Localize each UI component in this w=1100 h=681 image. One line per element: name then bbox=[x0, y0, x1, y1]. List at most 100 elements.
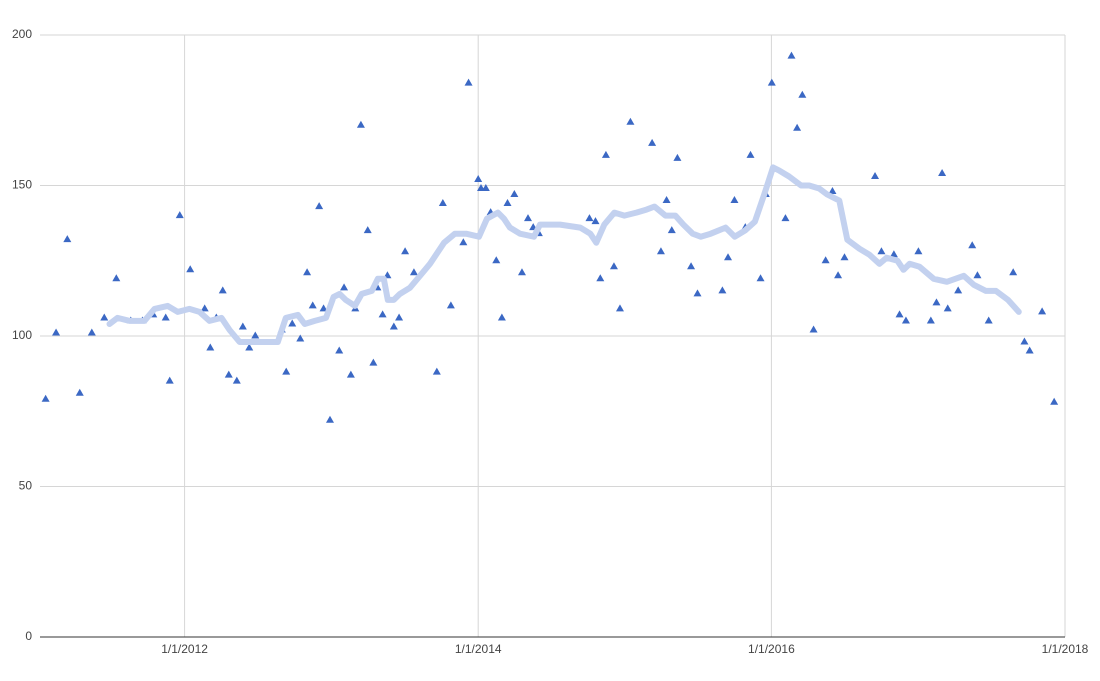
data-point bbox=[871, 171, 880, 179]
data-point bbox=[787, 51, 796, 59]
data-point bbox=[303, 268, 312, 276]
data-point bbox=[218, 286, 227, 294]
data-point bbox=[667, 226, 676, 234]
data-point bbox=[781, 214, 790, 222]
data-point bbox=[41, 394, 50, 402]
data-point bbox=[840, 253, 849, 261]
data-point bbox=[1025, 346, 1034, 354]
data-point bbox=[232, 376, 241, 384]
data-point bbox=[591, 217, 600, 225]
y-tick-label: 100 bbox=[12, 328, 32, 342]
y-tick-label: 0 bbox=[25, 629, 32, 643]
data-point bbox=[793, 123, 802, 131]
data-point bbox=[984, 316, 993, 324]
data-point bbox=[325, 415, 334, 423]
data-point bbox=[335, 346, 344, 354]
data-point bbox=[282, 367, 291, 375]
data-point bbox=[401, 247, 410, 255]
data-point bbox=[973, 271, 982, 279]
data-point bbox=[943, 304, 952, 312]
data-point bbox=[809, 325, 818, 333]
data-point bbox=[492, 256, 501, 264]
data-point bbox=[464, 78, 473, 86]
data-point bbox=[369, 358, 378, 366]
data-point bbox=[1050, 397, 1059, 405]
data-point bbox=[378, 310, 387, 318]
data-point bbox=[901, 316, 910, 324]
data-point bbox=[308, 301, 317, 309]
data-point bbox=[446, 301, 455, 309]
data-point bbox=[746, 150, 755, 158]
y-tick-label: 150 bbox=[12, 178, 32, 192]
x-tick-label: 1/1/2014 bbox=[455, 642, 502, 656]
data-point bbox=[523, 214, 532, 222]
data-point bbox=[673, 153, 682, 161]
data-point bbox=[251, 331, 260, 339]
data-point bbox=[206, 343, 215, 351]
data-point bbox=[363, 226, 372, 234]
data-point bbox=[609, 262, 618, 270]
data-point bbox=[315, 202, 324, 210]
data-point bbox=[200, 304, 209, 312]
data-point bbox=[52, 328, 61, 336]
data-point bbox=[1020, 337, 1029, 345]
data-point bbox=[938, 168, 947, 176]
data-point bbox=[63, 235, 72, 243]
data-point bbox=[432, 367, 441, 375]
data-point bbox=[601, 150, 610, 158]
data-point bbox=[438, 199, 447, 207]
data-point bbox=[175, 211, 184, 219]
data-point bbox=[724, 253, 733, 261]
data-point bbox=[889, 250, 898, 258]
data-point bbox=[1038, 307, 1047, 315]
data-point bbox=[656, 247, 665, 255]
data-point bbox=[481, 184, 490, 192]
data-point bbox=[834, 271, 843, 279]
data-point bbox=[346, 370, 355, 378]
data-point bbox=[245, 343, 254, 351]
data-point bbox=[319, 304, 328, 312]
data-point bbox=[687, 262, 696, 270]
y-tick-label: 50 bbox=[19, 479, 33, 493]
data-point bbox=[954, 286, 963, 294]
data-point bbox=[828, 187, 837, 195]
data-point bbox=[112, 274, 121, 282]
data-point bbox=[356, 120, 365, 128]
data-point bbox=[1009, 268, 1018, 276]
data-point bbox=[821, 256, 830, 264]
data-point bbox=[459, 238, 468, 246]
data-point bbox=[340, 283, 349, 291]
data-point bbox=[693, 289, 702, 297]
data-point bbox=[756, 274, 765, 282]
data-point bbox=[100, 313, 109, 321]
data-point bbox=[517, 268, 526, 276]
data-point bbox=[296, 334, 305, 342]
data-point bbox=[730, 196, 739, 204]
y-tick-label: 200 bbox=[12, 27, 32, 41]
data-point bbox=[926, 316, 935, 324]
data-point bbox=[409, 268, 418, 276]
data-point bbox=[395, 313, 404, 321]
data-point bbox=[914, 247, 923, 255]
data-point bbox=[596, 274, 605, 282]
data-point bbox=[877, 247, 886, 255]
data-point bbox=[224, 370, 233, 378]
data-point bbox=[238, 322, 247, 330]
data-point bbox=[288, 319, 297, 327]
data-point bbox=[767, 78, 776, 86]
x-tick-label: 1/1/2016 bbox=[748, 642, 795, 656]
data-point bbox=[615, 304, 624, 312]
data-point bbox=[932, 298, 941, 306]
data-point bbox=[161, 313, 170, 321]
data-point bbox=[798, 90, 807, 98]
data-point bbox=[968, 241, 977, 249]
data-point bbox=[626, 117, 635, 125]
data-point bbox=[75, 388, 84, 396]
data-point bbox=[510, 190, 519, 198]
data-point bbox=[389, 322, 398, 330]
data-point bbox=[474, 174, 483, 182]
data-point bbox=[895, 310, 904, 318]
data-point bbox=[718, 286, 727, 294]
data-point bbox=[585, 214, 594, 222]
